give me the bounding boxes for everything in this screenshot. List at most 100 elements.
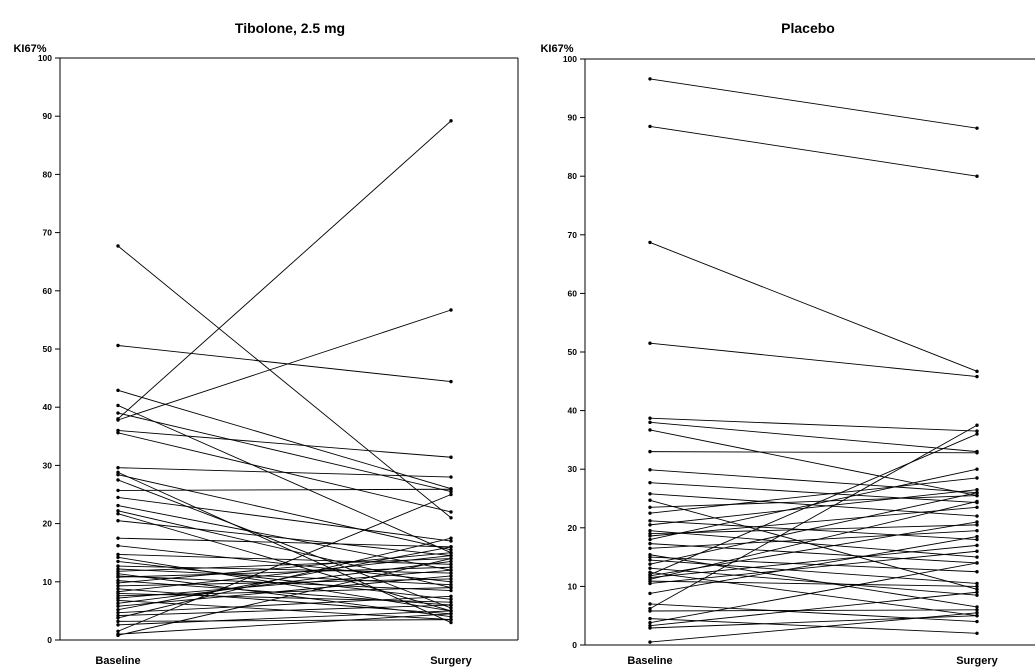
tibolone-y-axis-label: KI67% <box>13 43 46 55</box>
tibolone-patient-line <box>117 560 452 600</box>
placebo-y-tick-label: 50 <box>568 347 578 357</box>
tibolone-y-ticks: 0 10 20 30 40 50 60 70 80 90 100 <box>38 53 60 645</box>
placebo-surgery-point <box>975 581 979 586</box>
placebo-patient-line <box>649 241 978 372</box>
placebo-patient-line <box>649 530 978 558</box>
tibolone-baseline-point <box>116 470 120 475</box>
tibolone-baseline-point <box>116 431 120 435</box>
placebo-baseline-point <box>648 626 652 630</box>
placebo-baseline-point <box>648 77 652 81</box>
tibolone-surgery-point <box>449 609 453 613</box>
tibolone-baseline-point <box>116 343 120 348</box>
tibolone-baseline-point <box>116 559 120 564</box>
placebo-baseline-point <box>648 558 652 562</box>
tibolone-patient-line <box>117 474 452 551</box>
placebo-patient-line <box>649 521 978 577</box>
placebo-patient-line <box>649 591 978 627</box>
tibolone-baseline-point <box>116 518 120 523</box>
placebo-surgery-point <box>975 432 979 436</box>
placebo-surgery-point <box>975 608 979 612</box>
tibolone-baseline-point <box>116 503 120 508</box>
tibolone-baseline-point <box>116 411 120 415</box>
tibolone-baseline-point <box>116 418 120 422</box>
tibolone-surgery-point <box>449 308 453 312</box>
tibolone-baseline-point <box>116 388 120 393</box>
tibolone-category-baseline: Baseline <box>95 655 140 667</box>
tibolone-baseline-point <box>116 571 120 576</box>
placebo-patient-line <box>649 495 978 508</box>
tibolone-panel: Tibolone, 2.5 mg KI67% Baseline Surgery … <box>13 20 519 667</box>
tibolone-surgery-point <box>449 606 453 610</box>
tibolone-surgery-point <box>449 539 453 543</box>
placebo-patient-line <box>649 618 978 634</box>
placebo-baseline-point <box>648 553 652 557</box>
tibolone-patient-line <box>117 553 452 565</box>
tibolone-baseline-point <box>116 633 120 638</box>
tibolone-patient-line <box>117 430 452 458</box>
tibolone-surgery-point <box>449 565 453 569</box>
tibolone-surgery-point <box>449 556 453 561</box>
placebo-paired-lines <box>648 77 979 644</box>
placebo-patient-line <box>649 524 978 535</box>
placebo-surgery-point <box>975 534 979 539</box>
tibolone-patient-line <box>117 610 452 626</box>
tibolone-patient-line <box>117 345 452 383</box>
tibolone-patient-line <box>117 120 452 420</box>
placebo-baseline-point <box>648 420 652 425</box>
tibolone-y-tick-label: 80 <box>43 169 53 179</box>
placebo-patient-line <box>649 451 978 454</box>
placebo-patient-line <box>649 520 978 540</box>
tibolone-surgery-point <box>449 536 453 540</box>
placebo-surgery-point <box>975 429 979 433</box>
tibolone-patient-line <box>117 595 452 614</box>
placebo-y-tick-label: 80 <box>568 171 578 181</box>
placebo-baseline-point <box>648 570 652 575</box>
tibolone-surgery-point <box>449 580 453 584</box>
tibolone-patient-line <box>117 588 452 615</box>
placebo-baseline-point <box>648 519 652 523</box>
tibolone-patient-line <box>117 412 452 493</box>
placebo-surgery-point <box>975 587 979 592</box>
tibolone-baseline-point <box>116 575 120 579</box>
tibolone-surgery-point <box>449 617 453 622</box>
placebo-surgery-point <box>975 605 979 609</box>
tibolone-y-tick-label: 50 <box>43 344 53 354</box>
placebo-patient-line <box>649 424 978 610</box>
tibolone-surgery-point <box>449 594 453 599</box>
tibolone-surgery-point <box>449 492 453 497</box>
placebo-panel: Placebo KI67% Baseline Surgery 0 10 20 30 40… <box>540 20 1035 667</box>
tibolone-surgery-point <box>449 545 453 549</box>
placebo-y-tick-label: 10 <box>568 581 578 591</box>
placebo-baseline-point <box>648 341 652 345</box>
placebo-baseline-point <box>648 534 652 538</box>
tibolone-baseline-point <box>116 584 120 588</box>
tibolone-surgery-point <box>449 571 453 575</box>
tibolone-baseline-point <box>116 512 120 516</box>
tibolone-baseline-point <box>116 536 120 540</box>
tibolone-surgery-point <box>449 379 453 384</box>
placebo-surgery-point <box>975 467 979 471</box>
tibolone-baseline-point <box>116 509 120 513</box>
tibolone-baseline-point <box>116 598 120 603</box>
tibolone-patient-line <box>117 537 452 619</box>
placebo-baseline-point <box>648 428 652 432</box>
placebo-surgery-point <box>975 488 979 492</box>
placebo-baseline-point <box>648 581 652 586</box>
placebo-baseline-point <box>648 523 652 527</box>
placebo-patient-line <box>649 559 978 584</box>
placebo-patient-line <box>649 477 978 514</box>
placebo-surgery-point <box>975 584 979 589</box>
placebo-baseline-point <box>648 492 652 496</box>
placebo-baseline-point <box>648 240 652 245</box>
tibolone-patient-line <box>117 587 452 597</box>
tibolone-patient-line <box>117 488 452 491</box>
placebo-baseline-point <box>648 531 652 536</box>
tibolone-surgery-point <box>449 516 453 520</box>
placebo-surgery-point <box>975 593 979 597</box>
placebo-patient-line <box>649 433 978 576</box>
placebo-chart-title: Placebo <box>781 20 835 36</box>
placebo-surgery-point <box>975 374 979 379</box>
tibolone-surgery-point <box>449 510 453 514</box>
tibolone-baseline-point <box>116 581 120 585</box>
